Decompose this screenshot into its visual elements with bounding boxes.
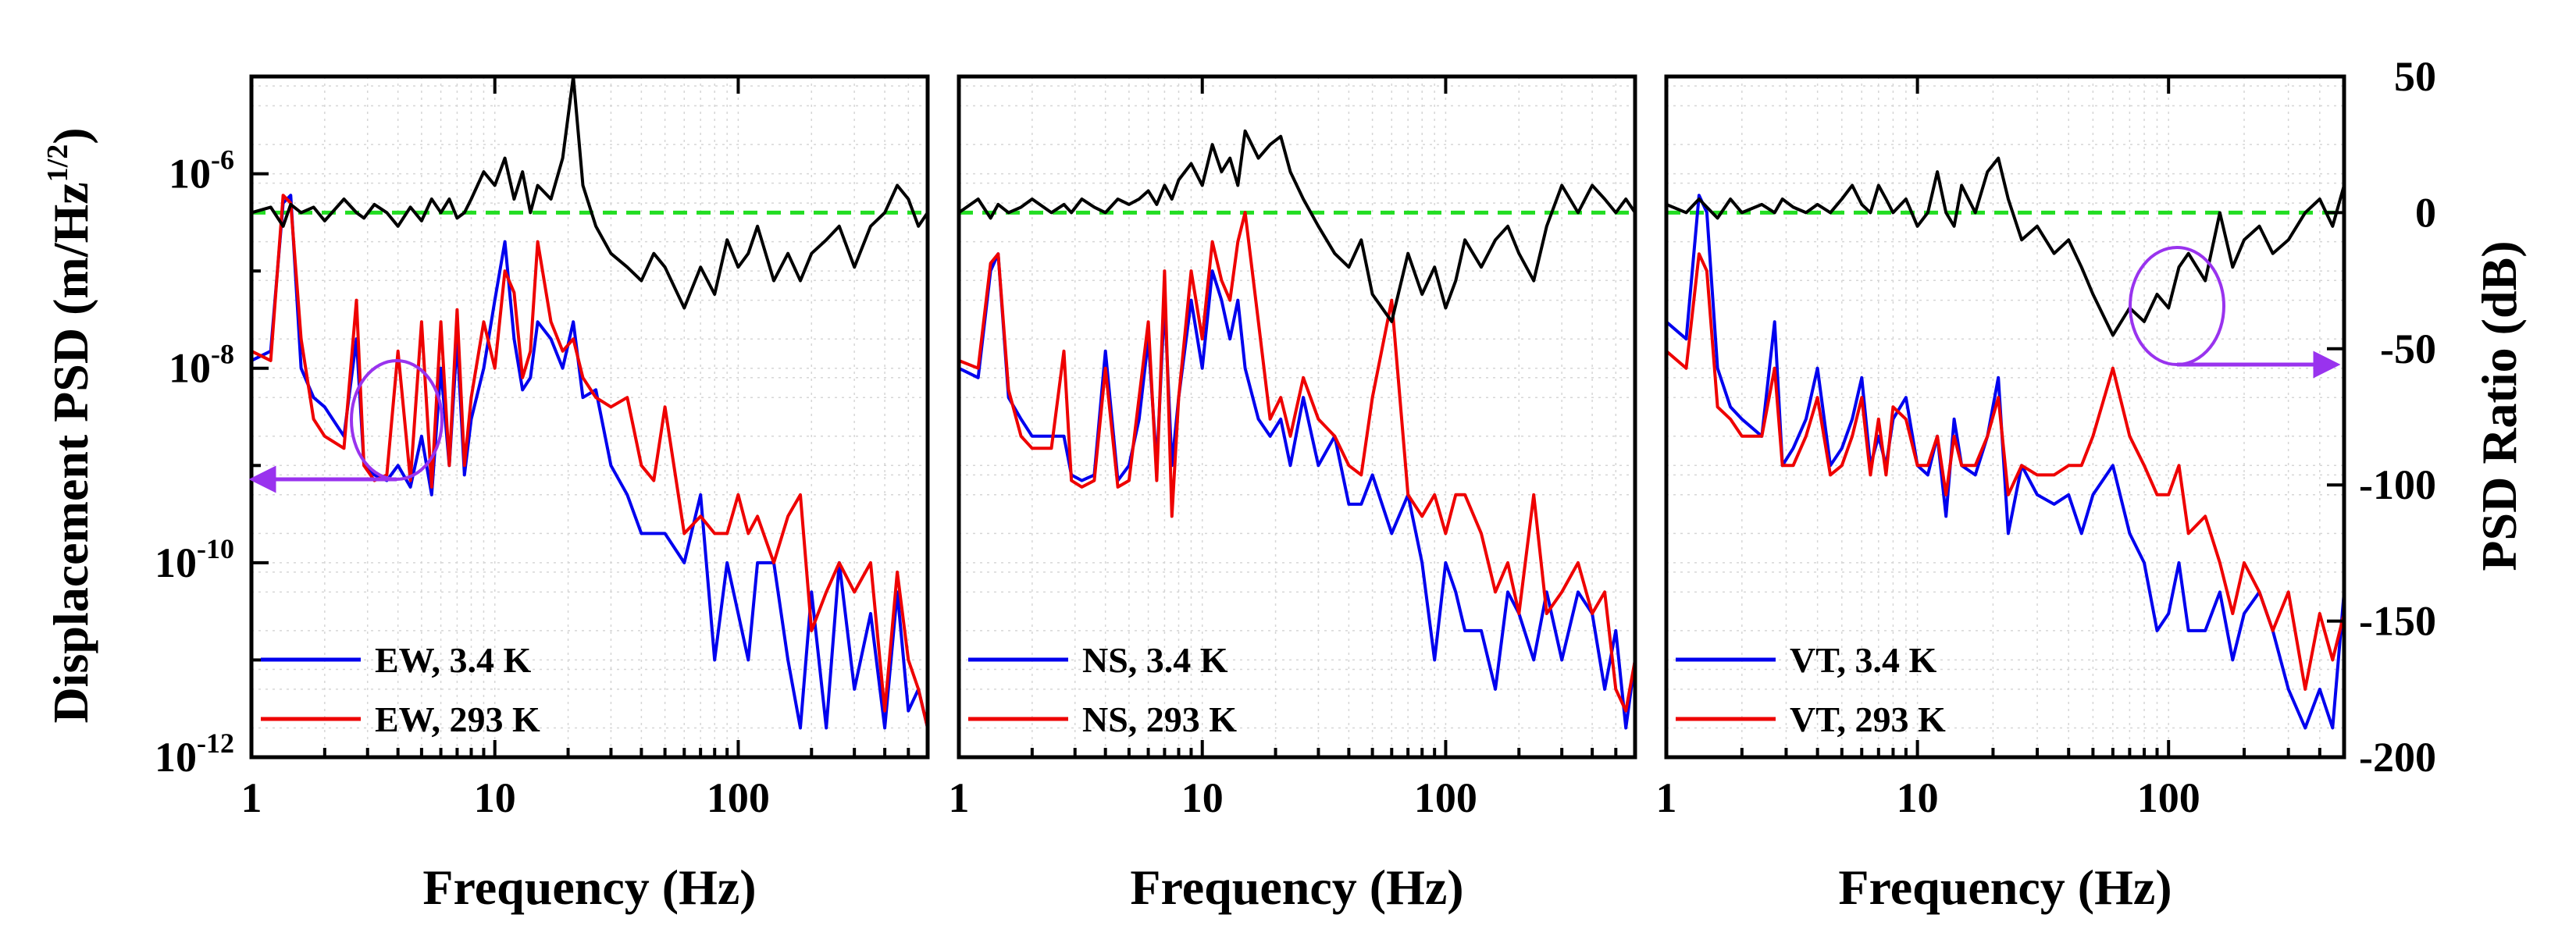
y-left-tick-base: 10 <box>169 151 211 197</box>
legend-label: NS, 3.4 K <box>1082 640 1228 680</box>
cold-psd-line <box>1665 194 2346 730</box>
y-left-tick-base: 10 <box>155 539 197 586</box>
ratio-line <box>250 75 929 310</box>
y-left-tick-label: 10-10 <box>155 533 234 586</box>
panel-ns: 1 10 100 Frequency (Hz) NS, 3.4 K NS, 293 K <box>949 74 1637 915</box>
legend-label: EW, 3.4 K <box>375 640 531 680</box>
plot-frame <box>249 74 930 760</box>
y-right-tick-label: 50 <box>2394 53 2436 100</box>
legend-label: EW, 293 K <box>375 699 540 739</box>
annotation-circle-right <box>2129 246 2225 366</box>
left-axis-title-superscript: 1/2 <box>41 144 74 183</box>
y-left-tick-base: 10 <box>155 734 197 781</box>
x-tick-label: 10 <box>474 774 516 821</box>
y-left-tick-label: 10-8 <box>169 339 234 392</box>
cold-psd-line <box>250 194 929 730</box>
y-right-tick-label: -150 <box>2359 598 2436 645</box>
x-tick-label: 100 <box>707 774 770 821</box>
y-left-tick-label: 10-6 <box>169 144 234 197</box>
warm-psd-line <box>250 194 929 730</box>
y-left-tick-base: 10 <box>169 345 211 392</box>
y-left-tick-exponent: -6 <box>211 144 234 176</box>
plot-frame <box>957 74 1637 760</box>
y-left-tick-exponent: -12 <box>197 728 234 759</box>
x-tick-label: 100 <box>2137 774 2200 821</box>
x-tick-label: 10 <box>1181 774 1224 821</box>
x-tick-label: 1 <box>1656 774 1677 821</box>
y-left-tick-exponent: -10 <box>197 533 234 564</box>
panel-ew: 1 10 100 Frequency (Hz) EW, 3.4 K EW, 293 K <box>241 74 930 915</box>
x-tick-label: 1 <box>241 774 262 821</box>
x-tick-label: 1 <box>949 774 970 821</box>
legend-label: NS, 293 K <box>1082 699 1237 739</box>
y-right-tick-label: -50 <box>2380 326 2436 372</box>
left-axis-title-main: Displacement PSD (m/Hz <box>43 182 98 723</box>
warm-psd-line <box>1665 252 2346 691</box>
right-axis-title: PSD Ratio (dB) <box>2471 240 2527 571</box>
ratio-line <box>1665 156 2346 337</box>
y-right-tick-label: -100 <box>2359 461 2436 508</box>
y-right-tick-label: -200 <box>2359 734 2436 781</box>
panel-vt: 1 10 100 Frequency (Hz) VT, 3.4 K VT, 293 K <box>1656 74 2346 915</box>
warm-psd-line <box>957 211 1637 713</box>
left-axis-title: Displacement PSD (m/Hz1/2) <box>41 127 98 723</box>
left-axis-title-close: ) <box>43 127 98 144</box>
legend-label: VT, 3.4 K <box>1790 640 1936 680</box>
y-left-tick-label: 10-12 <box>155 728 234 781</box>
legend-label: VT, 293 K <box>1790 699 1946 739</box>
x-tick-label: 100 <box>1414 774 1477 821</box>
y-right-tick-label: 0 <box>2415 189 2436 236</box>
cold-psd-line <box>957 252 1637 730</box>
x-tick-label: 10 <box>1897 774 1939 821</box>
x-axis-title: Frequency (Hz) <box>1838 859 2172 915</box>
x-axis-title: Frequency (Hz) <box>1130 859 1463 915</box>
plot-frame <box>1664 74 2346 760</box>
ratio-line <box>957 129 1637 323</box>
x-axis-title: Frequency (Hz) <box>422 859 756 915</box>
y-left-tick-exponent: -8 <box>211 339 234 370</box>
